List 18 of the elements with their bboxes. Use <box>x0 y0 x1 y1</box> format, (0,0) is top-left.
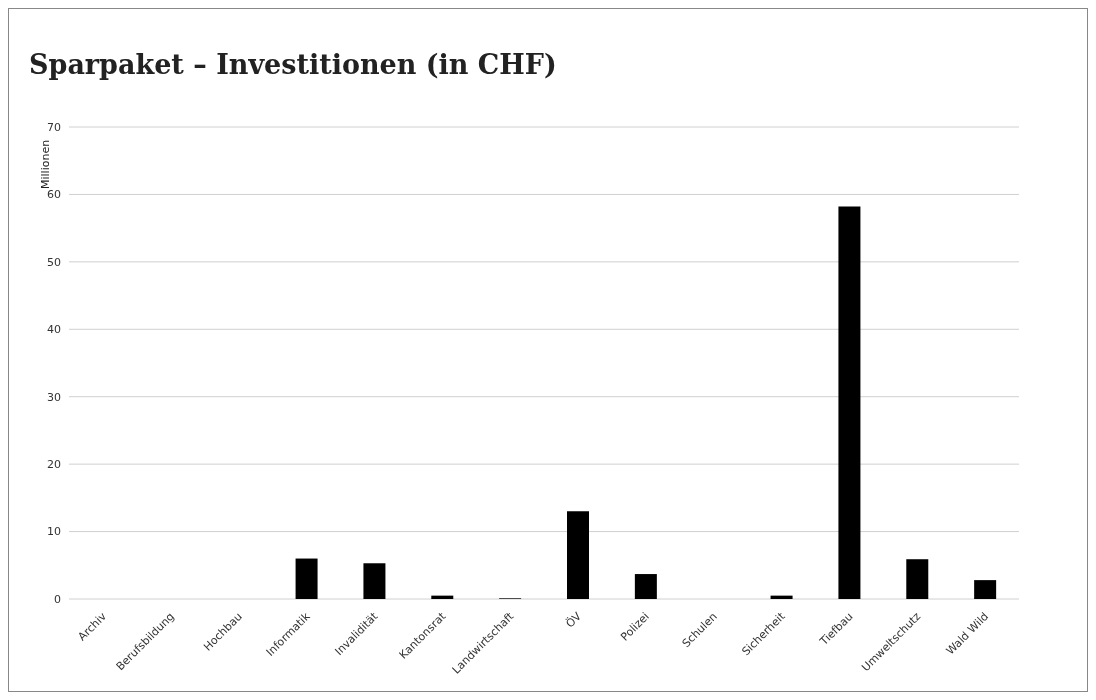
y-axis-title: Millionen <box>39 139 52 189</box>
y-tick-label: 40 <box>47 323 61 337</box>
y-tick-label: 20 <box>47 458 61 472</box>
y-tick-label: 50 <box>47 255 61 269</box>
y-tick-label: 10 <box>47 525 61 539</box>
chart-title: Sparpaket – Investitionen (in CHF) <box>29 49 557 80</box>
bar <box>838 206 861 599</box>
y-tick-label: 60 <box>47 188 61 202</box>
x-tick-label: ÖV <box>563 609 585 631</box>
bar <box>974 580 997 599</box>
bar <box>295 558 318 599</box>
y-tick-label: 30 <box>47 390 61 404</box>
bar <box>906 559 929 599</box>
bar <box>634 574 657 599</box>
y-tick-label: 0 <box>54 592 61 606</box>
y-tick-label: 70 <box>47 120 61 134</box>
bar <box>363 563 386 599</box>
bar <box>567 511 589 599</box>
